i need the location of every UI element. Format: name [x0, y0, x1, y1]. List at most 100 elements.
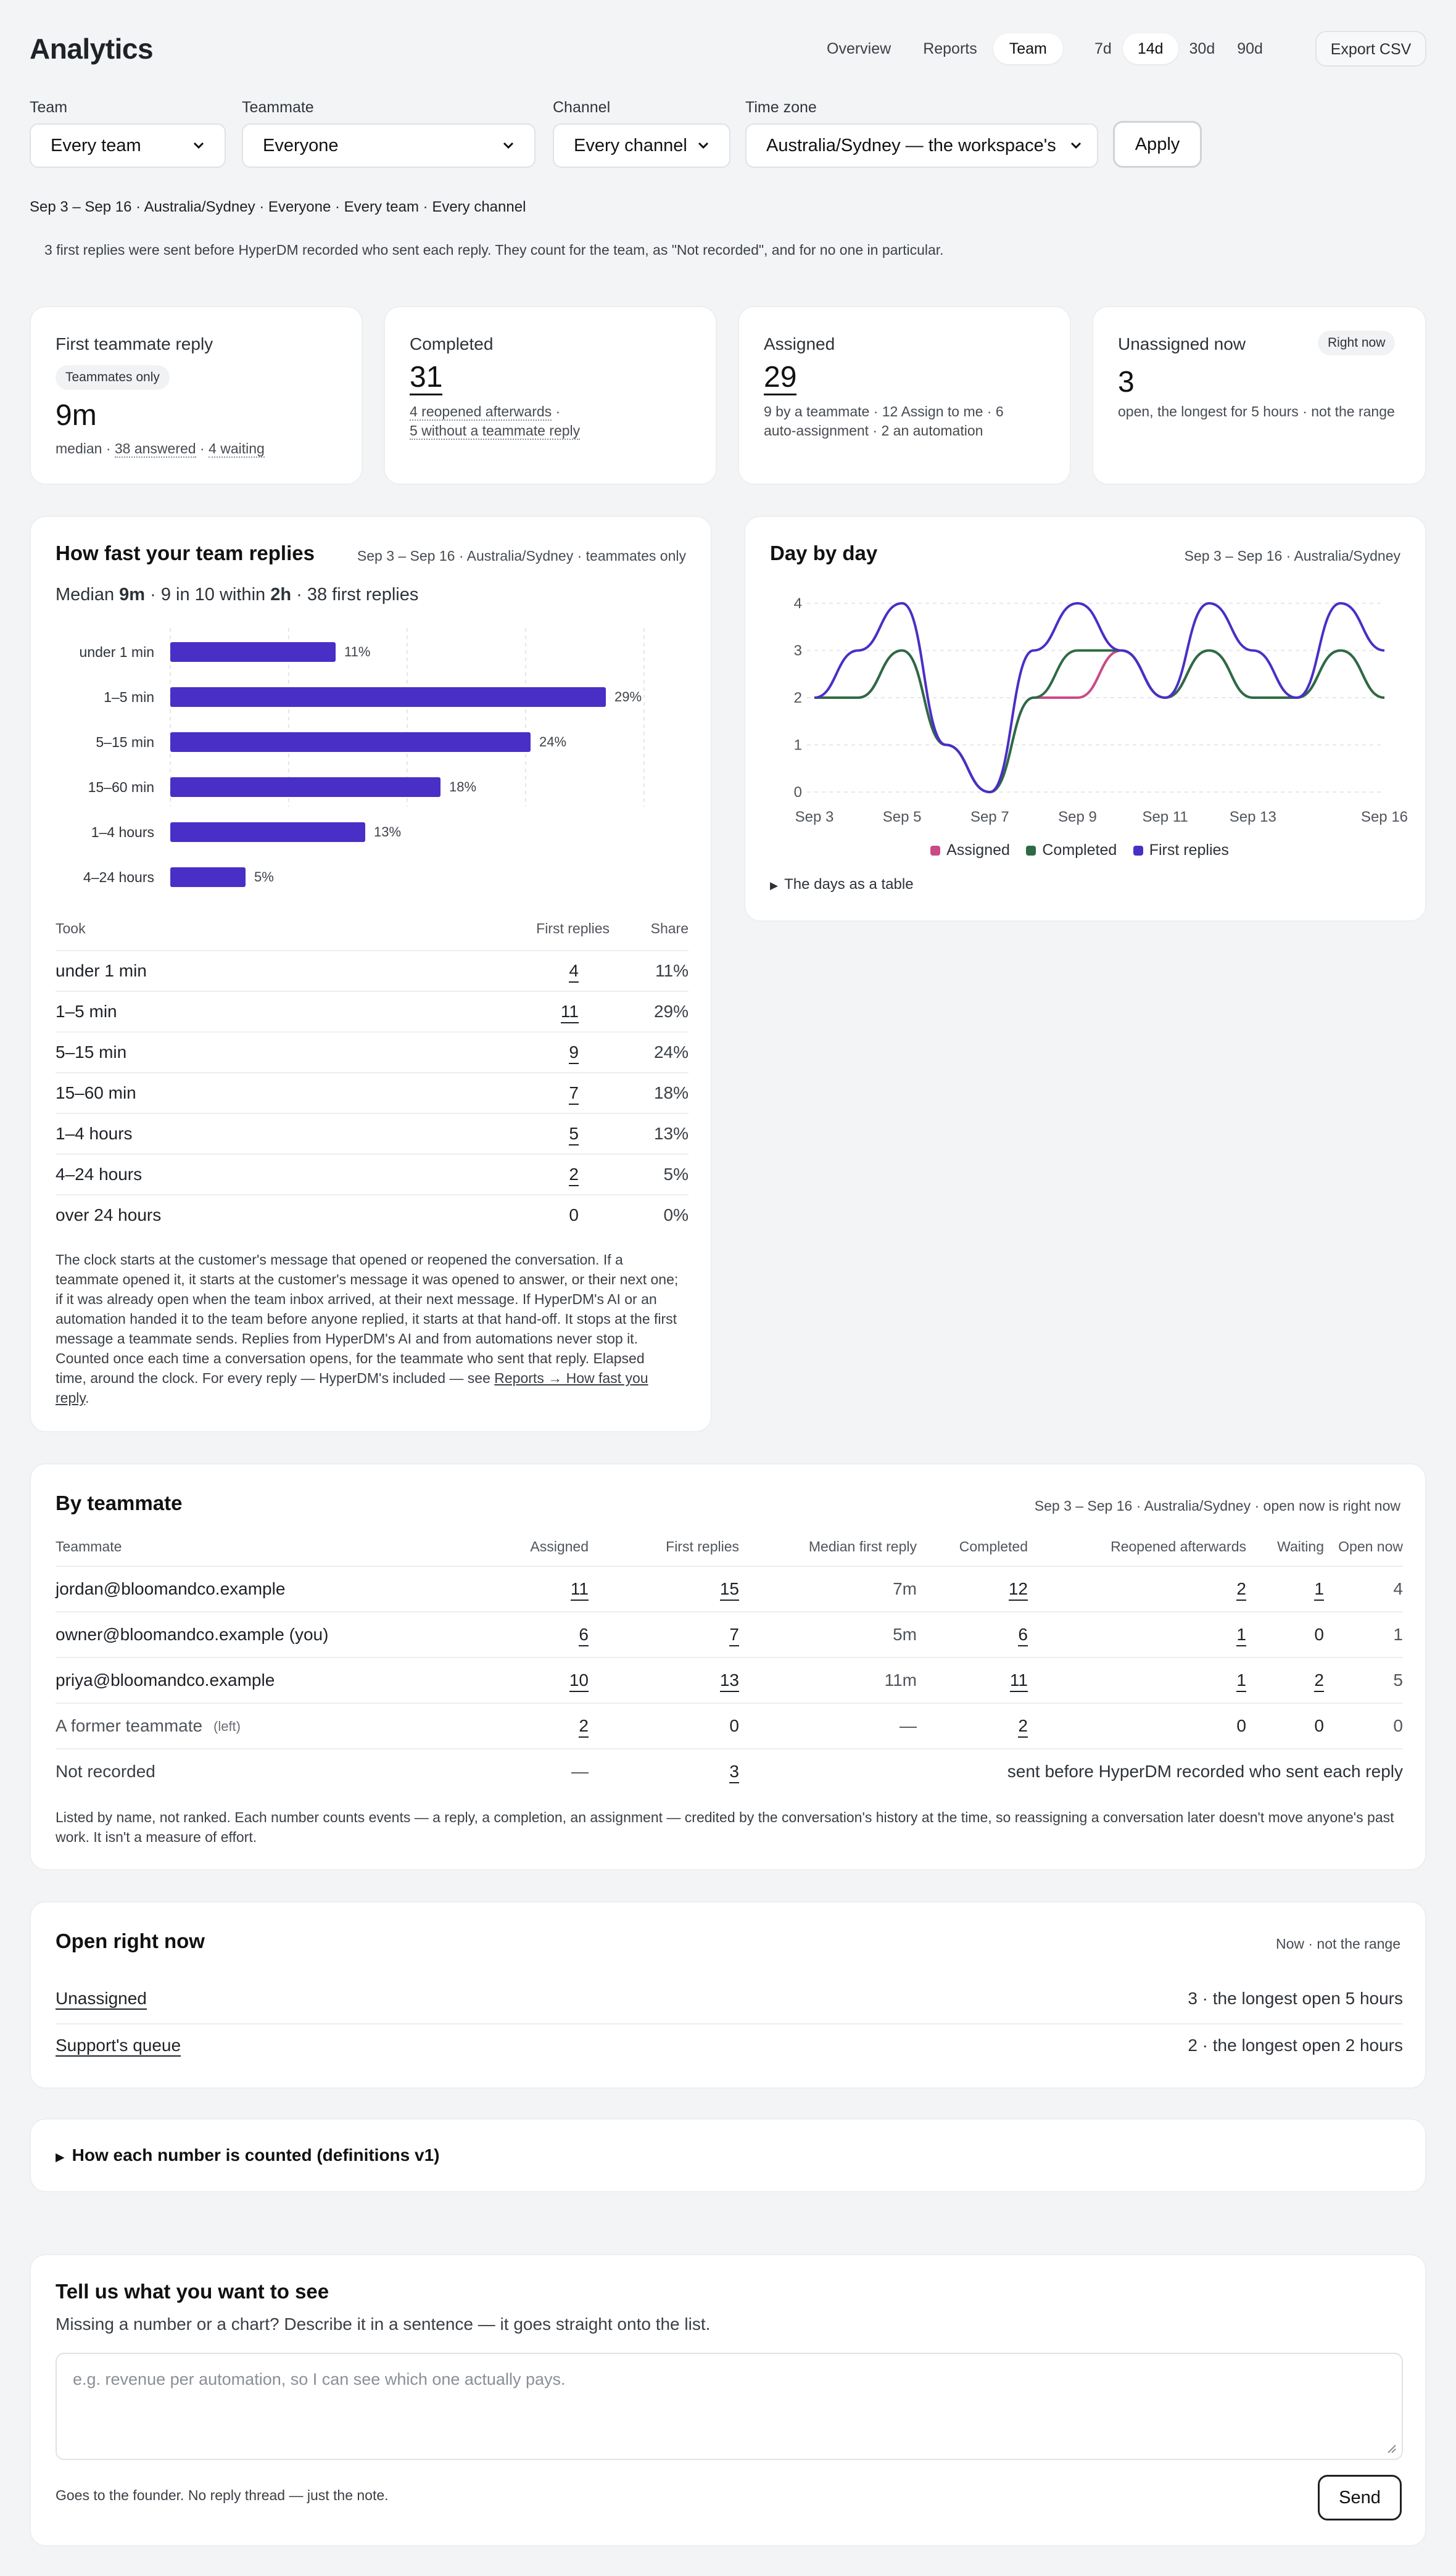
histogram-bar [170, 822, 365, 842]
kpi-unassigned-card: Unassigned now Right now 3 open, the lon… [1092, 306, 1426, 485]
team-filter-label: Team [30, 99, 68, 116]
nav-overview[interactable]: Overview [827, 40, 891, 57]
speed-row-count[interactable]: 11 [560, 1002, 579, 1023]
speed-row-share: 5% [663, 1165, 689, 1184]
teammate-waiting-value[interactable]: 2 [1314, 1670, 1324, 1692]
speed-col-share: Share [650, 920, 689, 936]
unassigned-link[interactable]: Unassigned [56, 1989, 147, 2010]
range-90d[interactable]: 90d [1237, 40, 1263, 57]
histogram-bar [170, 642, 336, 662]
speed-row-took: 1–4 hours [56, 1124, 133, 1143]
teammate-reopened-value[interactable]: 1 [1236, 1670, 1246, 1692]
speed-row-took: under 1 min [56, 961, 147, 980]
apply-button[interactable]: Apply [1113, 121, 1202, 168]
kpi-first-reply-sub: median · 38 answered · 4 waiting [56, 439, 265, 458]
definitions-card[interactable]: ▶ How each number is counted (definitions… [30, 2118, 1426, 2192]
definitions-toggle[interactable]: ▶ How each number is counted (definitions… [56, 2145, 439, 2165]
teammate-completed-value[interactable]: 12 [1008, 1579, 1028, 1601]
speed-col-took: Took [56, 920, 86, 936]
col-open-now: Open now [1338, 1538, 1403, 1554]
col-teammate: Teammate [56, 1538, 122, 1554]
speed-row-count[interactable]: 7 [569, 1083, 579, 1105]
how-fast-you-reply-link[interactable]: Reports → How fast you reply [56, 1370, 648, 1406]
answered-link[interactable]: 38 answered [114, 440, 196, 458]
range-30d[interactable]: 30d [1189, 40, 1215, 57]
teammate-median-value: 5m [893, 1625, 917, 1644]
days-table-toggle[interactable]: ▶ The days as a table [770, 876, 914, 893]
teammate-reopened-value[interactable]: 1 [1236, 1625, 1246, 1646]
kpi-median-text: median · [56, 440, 115, 456]
not-recorded-first-replies[interactable]: 3 [729, 1762, 739, 1783]
reply-speed-explanation: The clock starts at the customer's messa… [56, 1250, 679, 1408]
histogram-bucket-label: 1–4 hours [91, 824, 154, 840]
support-queue-link[interactable]: Support's queue [56, 2036, 181, 2057]
legend-assigned: Assigned [930, 841, 1010, 859]
speed-row-count[interactable]: 5 [569, 1124, 579, 1146]
series-line-first-replies [814, 602, 1385, 793]
teammate-completed-value[interactable]: 11 [1009, 1670, 1028, 1692]
x-tick-label: Sep 5 [883, 809, 922, 825]
teammate-first-value[interactable]: 7 [729, 1625, 739, 1646]
timezone-select[interactable]: Australia/Sydney — the workspace's [745, 123, 1098, 168]
teammate-select[interactable]: Everyone [242, 123, 536, 168]
kpi-unassigned-label: Unassigned now [1118, 334, 1246, 353]
speed-row-count[interactable]: 9 [569, 1042, 579, 1064]
export-csv-button[interactable]: Export CSV [1315, 31, 1426, 67]
p90-value: 2h [270, 585, 292, 605]
speed-table-row: 4–24 hours 2 5% [56, 1154, 689, 1194]
not-recorded-name: Not recorded [56, 1762, 155, 1781]
without-reply-link[interactable]: 5 without a teammate reply [410, 423, 581, 440]
kpi-assigned-value[interactable]: 29 [764, 361, 797, 395]
speed-row-took: over 24 hours [56, 1205, 162, 1224]
speed-row-count[interactable]: 4 [569, 961, 579, 983]
range-7d[interactable]: 7d [1094, 40, 1112, 57]
channel-select[interactable]: Every channel [553, 123, 730, 168]
by-teammate-footnote: Listed by name, not ranked. Each number … [56, 1809, 1394, 1845]
legend-completed-swatch [1026, 846, 1036, 856]
reply-speed-title: How fast your team replies [56, 542, 315, 564]
open-now-card: Open right now Now · not the range Unass… [30, 1901, 1426, 2089]
y-tick-label: 2 [794, 690, 802, 706]
teammate-median-value: 7m [893, 1579, 917, 1598]
speed-row-count[interactable]: 2 [569, 1165, 579, 1186]
reply-count: · 38 first replies [291, 585, 419, 605]
chevron-down-icon [193, 142, 204, 149]
teammate-assigned-value[interactable]: 6 [579, 1625, 589, 1646]
reopened-link[interactable]: 4 reopened afterwards [410, 403, 552, 421]
teammate-name: priya@bloomandco.example [56, 1670, 275, 1690]
not-recorded-assigned: — [571, 1762, 589, 1781]
histogram-bar [170, 777, 441, 797]
kpi-completed-card: Completed 31 4 reopened afterwards · 5 w… [384, 306, 717, 485]
teammate-first-value[interactable]: 15 [719, 1579, 739, 1601]
kpi-completed-value[interactable]: 31 [410, 361, 443, 395]
kpi-assigned-card: Assigned 29 9 by a teammate · 12 Assign … [738, 306, 1071, 485]
teammate-assigned-value[interactable]: 11 [570, 1579, 589, 1601]
resize-handle-icon[interactable] [1386, 2443, 1397, 2454]
histogram-bar-pct: 18% [449, 779, 477, 795]
open-row-support-queue: Support's queue 2 · the longest open 2 h… [56, 2023, 1403, 2069]
teammate-completed-value[interactable]: 2 [1018, 1716, 1028, 1738]
speed-table-row: over 24 hours 0 0% [56, 1194, 689, 1235]
nav-reports[interactable]: Reports [923, 40, 977, 57]
speed-row-share: 11% [655, 961, 689, 980]
range-14d[interactable]: 14d [1122, 33, 1178, 64]
teammate-assigned-value[interactable]: 10 [569, 1670, 589, 1692]
speed-table-row: 1–5 min 11 29% [56, 991, 689, 1031]
channel-select-value: Every channel [574, 135, 687, 155]
teammate-waiting-value[interactable]: 1 [1314, 1579, 1324, 1601]
teammate-assigned-value[interactable]: 2 [579, 1716, 589, 1738]
teammate-first-value[interactable]: 13 [719, 1670, 739, 1692]
support-queue-open-value: 2 · the longest open 2 hours [1188, 2036, 1403, 2055]
send-button[interactable]: Send [1318, 2475, 1402, 2520]
waiting-link[interactable]: 4 waiting [209, 440, 265, 458]
feedback-footnote: Goes to the founder. No reply thread — j… [56, 2487, 389, 2503]
feedback-textarea[interactable]: e.g. revenue per automation, so I can se… [56, 2353, 1403, 2460]
teammate-reopened-value[interactable]: 2 [1236, 1579, 1246, 1601]
histogram-bar-pct: 29% [614, 689, 642, 704]
histogram-bar [170, 732, 531, 752]
nav-team[interactable]: Team [993, 33, 1063, 64]
teammate-completed-value[interactable]: 6 [1018, 1625, 1028, 1646]
team-select[interactable]: Every team [30, 123, 226, 168]
teammate-row: owner@bloomandco.example (you) 6 7 5m 6 1 0 1 [56, 1611, 1403, 1657]
